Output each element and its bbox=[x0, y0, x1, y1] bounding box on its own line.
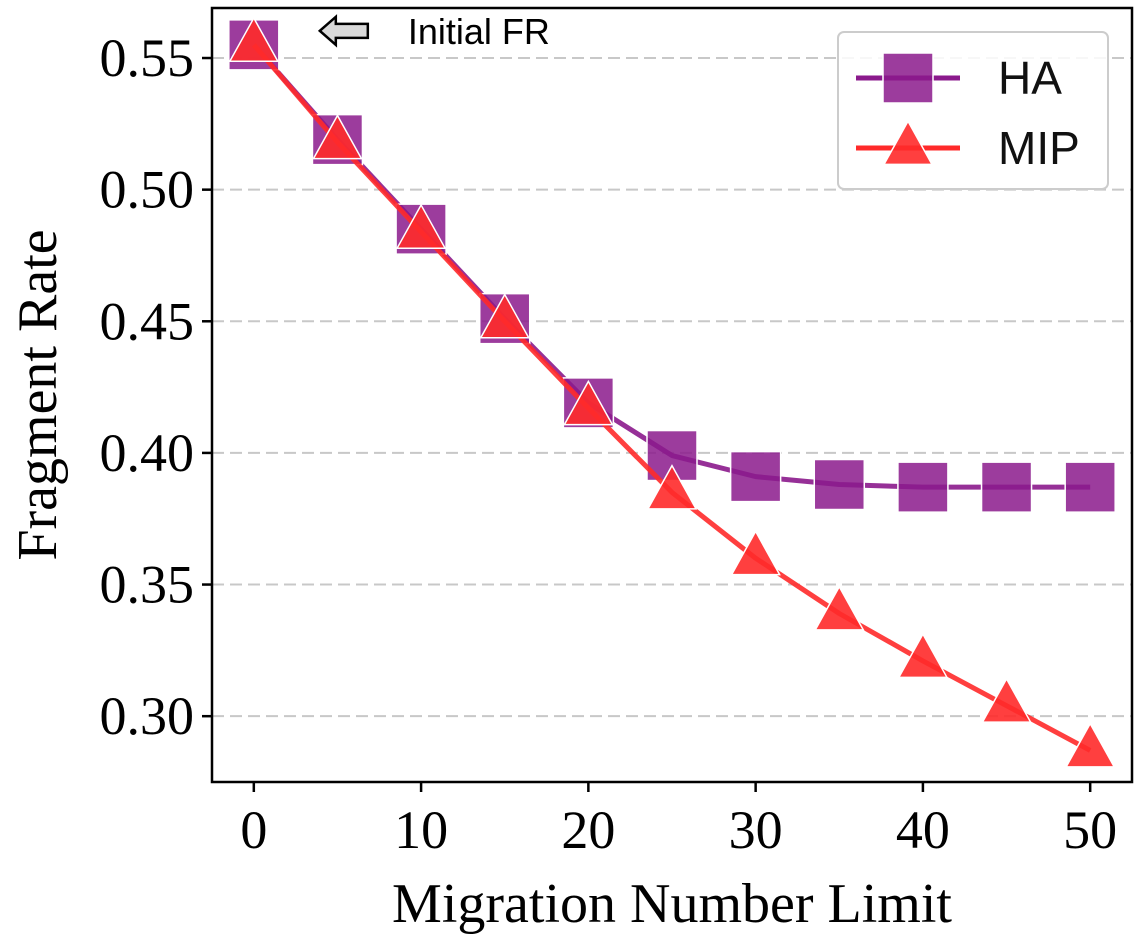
ha-marker bbox=[729, 450, 782, 503]
ha-marker bbox=[882, 52, 934, 104]
series-mip bbox=[228, 16, 1116, 768]
mip-marker bbox=[1064, 722, 1116, 768]
mip-marker bbox=[981, 677, 1032, 723]
legend-label: HA bbox=[998, 52, 1062, 104]
ha-marker bbox=[813, 458, 866, 511]
ha-marker bbox=[1064, 461, 1116, 513]
y-tick-label: 0.35 bbox=[100, 555, 195, 615]
legend-label: MIP bbox=[998, 122, 1080, 174]
plot-frame bbox=[210, 6, 1134, 784]
x-tick-label: 20 bbox=[561, 800, 615, 860]
series-layer bbox=[228, 16, 1116, 768]
y-axis-label: Fragment Rate bbox=[7, 229, 69, 560]
y-tick-label: 0.45 bbox=[100, 291, 195, 351]
mip-marker bbox=[395, 203, 447, 249]
x-axis-label: Migration Number Limit bbox=[392, 873, 952, 935]
annotation-initial-fr: Initial FR bbox=[317, 11, 550, 52]
y-tick-label: 0.55 bbox=[100, 28, 195, 88]
mip-marker bbox=[813, 585, 865, 631]
y-tick-label: 0.40 bbox=[100, 423, 195, 483]
annotation-text: Initial FR bbox=[408, 11, 550, 52]
x-tick-label: 30 bbox=[729, 800, 783, 860]
axis-ticks: 0.30 0.35 0.40 0.45 0.50 0.55 0 10 20 30 40 50 bbox=[100, 28, 1118, 860]
legend-entry-ha: HA bbox=[856, 52, 1062, 104]
mip-marker bbox=[646, 464, 698, 510]
mip-marker bbox=[228, 16, 280, 63]
mip-marker bbox=[882, 119, 934, 166]
mip-marker bbox=[312, 113, 363, 160]
y-tick-label: 0.30 bbox=[100, 686, 195, 746]
ha-marker bbox=[897, 461, 949, 513]
mip-marker bbox=[479, 292, 531, 339]
mip-marker bbox=[563, 379, 614, 426]
x-tick-label: 0 bbox=[240, 800, 267, 860]
left-arrow-icon bbox=[317, 14, 370, 48]
x-tick-label: 10 bbox=[394, 800, 448, 860]
y-tick-label: 0.50 bbox=[100, 160, 195, 220]
x-tick-label: 50 bbox=[1063, 800, 1117, 860]
x-tick-label: 40 bbox=[896, 800, 950, 860]
mip-marker bbox=[730, 529, 781, 576]
ha-marker bbox=[980, 461, 1033, 513]
legend: HA MIP bbox=[837, 31, 1109, 190]
mip-marker bbox=[897, 632, 949, 679]
legend-entry-mip: MIP bbox=[856, 119, 1080, 174]
